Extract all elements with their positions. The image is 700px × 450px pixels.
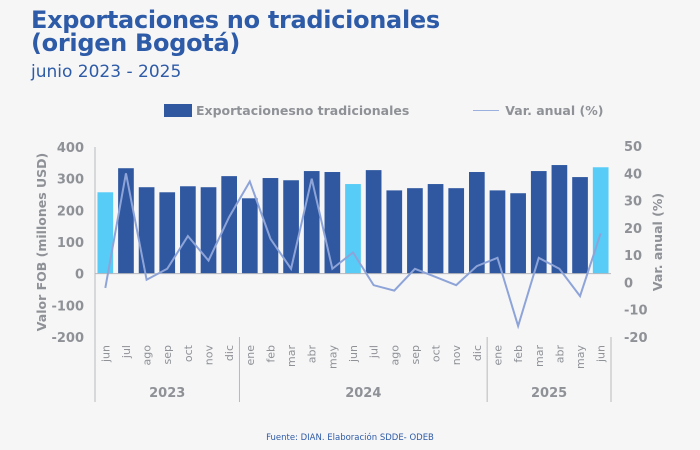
left-axis-ticks: 400 300 200 100 0 -100 -200	[51, 141, 84, 346]
left-tick-label: -100	[51, 299, 84, 314]
bar-7	[241, 198, 258, 274]
category-label: ene	[244, 345, 257, 366]
bar-22	[551, 165, 568, 274]
category-label: mar	[533, 345, 546, 367]
bar-15	[407, 188, 423, 274]
legend-line-label: Var. anual (%)	[505, 103, 604, 118]
bar-21	[530, 171, 547, 274]
bar-11	[324, 172, 341, 274]
bar-6	[221, 176, 238, 274]
category-label: jun	[99, 345, 112, 363]
chart-title-line-1: Exportaciones no tradicionales	[31, 6, 440, 34]
bar-19	[489, 190, 506, 274]
category-label: ago	[141, 345, 154, 366]
bar-17	[448, 188, 465, 274]
category-label: jun	[595, 345, 608, 363]
bars-series	[97, 165, 609, 274]
category-label: feb	[512, 345, 525, 363]
category-labels: jun jul ago sep oct nov dic ene feb mar abr may jun j…	[99, 344, 607, 369]
right-tick-label: 30	[624, 195, 642, 210]
category-label: may	[574, 345, 587, 369]
bar-16	[427, 184, 444, 274]
var-anual-line	[104, 173, 602, 330]
right-tick-label: 10	[624, 249, 642, 264]
left-tick-label: 200	[57, 204, 84, 219]
category-label: abr	[306, 345, 319, 364]
legend-line-swatch	[473, 110, 500, 111]
bar-24	[592, 167, 609, 274]
category-label: nov	[203, 345, 216, 366]
bar-1	[118, 168, 134, 274]
year-label-2024: 2024	[345, 386, 381, 401]
category-label: jun	[347, 345, 360, 363]
category-label: feb	[264, 345, 277, 363]
category-label: ago	[388, 345, 401, 366]
legend: Exportacionesno tradicionales Var. anual…	[164, 103, 603, 118]
category-label: mar	[285, 345, 298, 367]
right-tick-label: -20	[624, 331, 648, 346]
bar-13	[365, 170, 382, 274]
year-label-2025: 2025	[531, 386, 567, 401]
category-label: sep	[409, 345, 422, 364]
category-label: jul	[368, 345, 381, 359]
bar-23	[572, 177, 588, 274]
chart-title-line-2: (origen Bogotá)	[31, 29, 241, 57]
bar-12	[345, 184, 361, 274]
year-groups: 2023 2024 2025	[94, 337, 612, 402]
category-label: may	[326, 345, 339, 369]
legend-bar-label: Exportacionesno tradicionales	[196, 103, 410, 118]
category-label: ene	[491, 345, 504, 366]
bar-20	[510, 193, 526, 274]
right-tick-label: 0	[624, 276, 633, 291]
category-label: nov	[450, 345, 463, 366]
category-label: oct	[182, 344, 195, 362]
bar-4	[180, 186, 196, 274]
year-label-2023: 2023	[149, 386, 185, 401]
category-label: sep	[161, 345, 174, 364]
right-axis-label: Var. anual (%)	[650, 193, 665, 291]
right-tick-label: 40	[624, 167, 642, 182]
bar-10	[303, 171, 320, 274]
category-label: oct	[430, 344, 443, 362]
legend-bar-swatch	[164, 104, 192, 117]
bar-18	[468, 172, 485, 274]
bar-2	[138, 187, 155, 274]
right-tick-label: 50	[624, 140, 642, 155]
right-axis-ticks: 50 40 30 20 10 0 -10 -20	[624, 140, 648, 346]
bar-8	[262, 178, 279, 274]
bar-0	[97, 192, 114, 274]
category-label: abr	[553, 345, 566, 364]
left-axis-label: Valor FOB (millones USD)	[34, 153, 49, 331]
right-tick-label: -10	[624, 304, 648, 319]
bar-14	[386, 190, 403, 274]
left-tick-label: 0	[75, 268, 84, 283]
left-tick-label: 300	[57, 173, 84, 188]
right-tick-label: 20	[624, 222, 642, 237]
left-tick-label: 100	[57, 236, 84, 251]
chart-subtitle: junio 2023 - 2025	[31, 62, 182, 82]
category-label: dic	[471, 345, 484, 361]
chart-title: Exportaciones no tradicionales (origen B…	[31, 6, 440, 57]
category-label: jul	[120, 345, 133, 359]
source-note: Fuente: DIAN. Elaboración SDDE- ODEB	[266, 433, 434, 443]
category-label: dic	[223, 345, 236, 361]
left-tick-label: 400	[57, 141, 84, 156]
bar-3	[159, 192, 176, 274]
left-tick-label: -200	[51, 331, 84, 346]
